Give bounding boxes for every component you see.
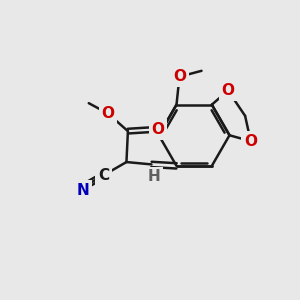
Text: O: O (101, 106, 114, 121)
Text: H: H (148, 169, 160, 184)
Text: O: O (173, 69, 186, 84)
Text: O: O (152, 122, 164, 137)
Text: O: O (221, 83, 235, 98)
Text: N: N (77, 182, 89, 197)
Text: O: O (244, 134, 257, 149)
Text: C: C (98, 168, 109, 183)
